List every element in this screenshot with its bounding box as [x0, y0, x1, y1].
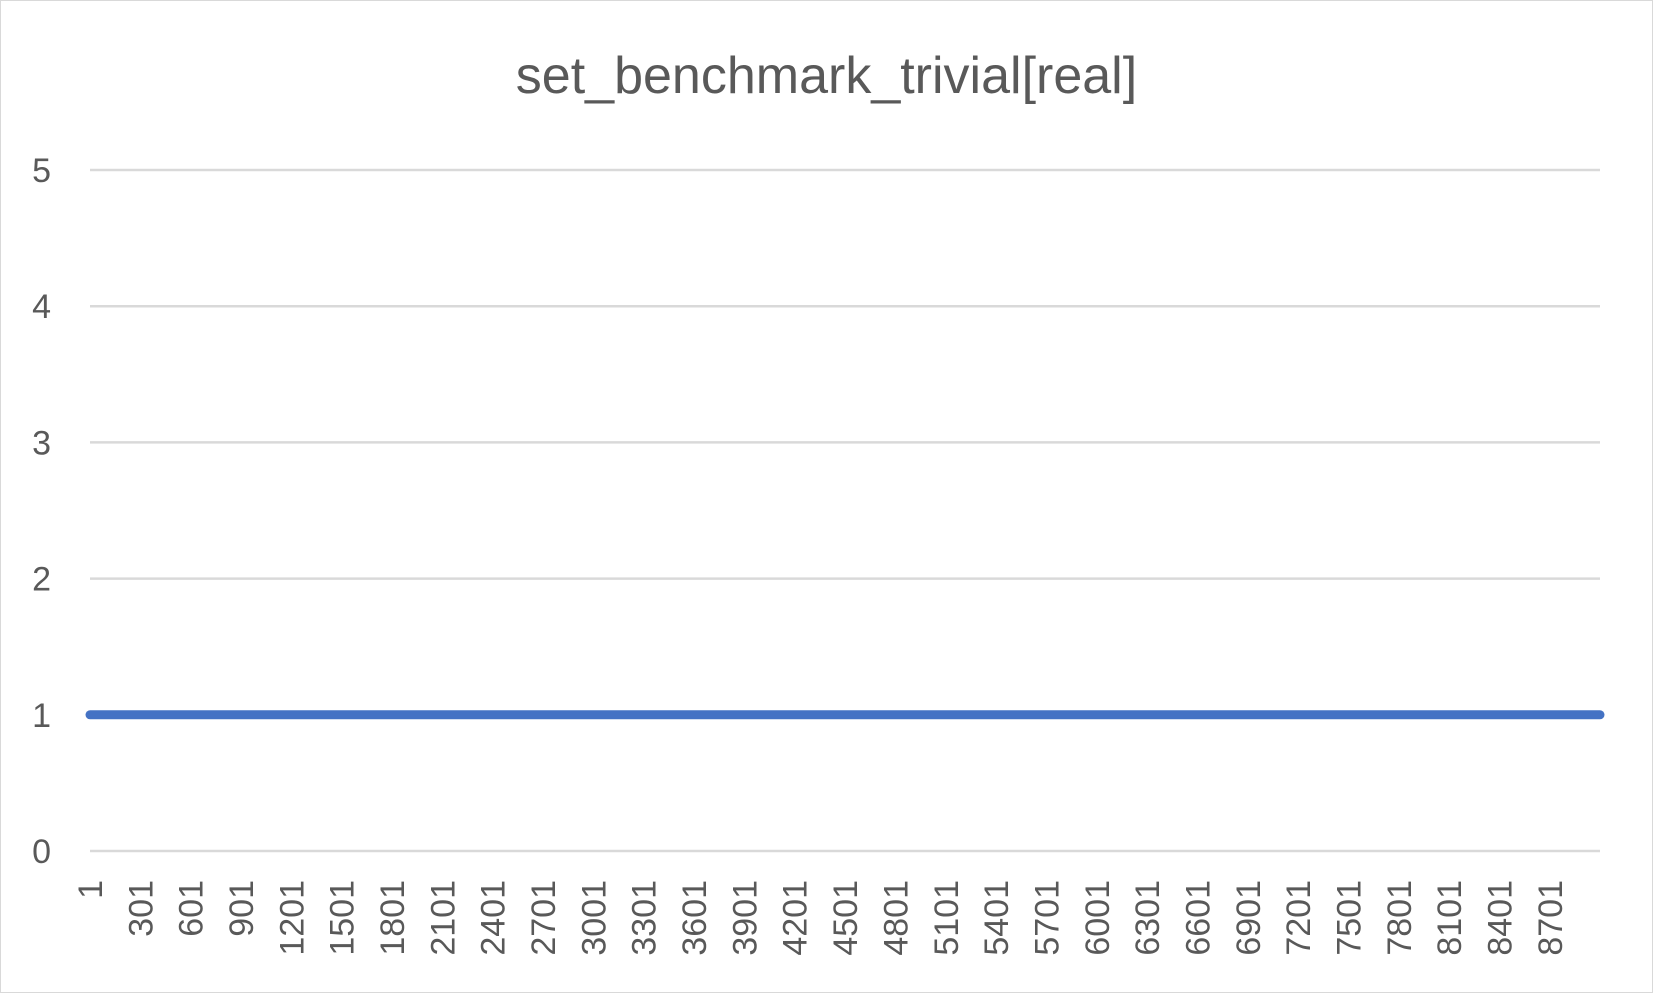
x-tick-label: 601: [173, 880, 211, 937]
x-tick-label: 301: [122, 880, 160, 937]
x-tick-label: 5101: [928, 880, 966, 956]
y-tick-label: 0: [32, 833, 51, 871]
x-tick-label: 2101: [424, 880, 462, 956]
x-tick-label: 1: [72, 880, 110, 899]
y-tick-label: 2: [32, 561, 51, 599]
x-tick-label: 7801: [1381, 880, 1419, 956]
x-tick-label: 6001: [1079, 880, 1117, 956]
x-tick-label: 4201: [777, 880, 815, 956]
chart-title: set_benchmark_trivial[real]: [515, 47, 1138, 105]
x-tick-label: 3601: [676, 880, 714, 956]
y-axis-tick-labels: 0 1 2 3 4 5: [32, 152, 51, 871]
gridlines: [90, 168, 1600, 853]
x-tick-label: 6601: [1179, 880, 1217, 956]
x-tick-label: 3301: [626, 880, 664, 956]
x-tick-label: 4501: [827, 880, 865, 956]
x-axis-tick-labels: 1 301 601 901 1201 1501 1801 2101 2401 2701 3001 33…: [72, 880, 1570, 956]
x-tick-label: 8701: [1532, 880, 1570, 956]
x-tick-label: 7501: [1330, 880, 1368, 956]
x-tick-label: 2701: [525, 880, 563, 956]
x-tick-label: 3901: [726, 880, 764, 956]
x-tick-label: 4801: [877, 880, 915, 956]
x-tick-label: 1801: [374, 880, 412, 956]
x-tick-label: 7201: [1280, 880, 1318, 956]
x-tick-label: 8101: [1431, 880, 1469, 956]
x-tick-label: 5701: [1028, 880, 1066, 956]
y-tick-label: 3: [32, 424, 51, 462]
x-tick-label: 6901: [1230, 880, 1268, 956]
x-tick-label: 1501: [324, 880, 362, 956]
x-tick-label: 1201: [273, 880, 311, 956]
x-tick-label: 901: [223, 880, 261, 937]
x-tick-label: 3001: [575, 880, 613, 956]
x-tick-label: 2401: [475, 880, 513, 956]
y-tick-label: 5: [32, 152, 51, 190]
y-tick-label: 4: [32, 288, 51, 326]
y-tick-label: 1: [32, 697, 51, 735]
x-tick-label: 5401: [978, 880, 1016, 956]
x-tick-label: 8401: [1481, 880, 1519, 956]
x-tick-label: 6301: [1129, 880, 1167, 956]
